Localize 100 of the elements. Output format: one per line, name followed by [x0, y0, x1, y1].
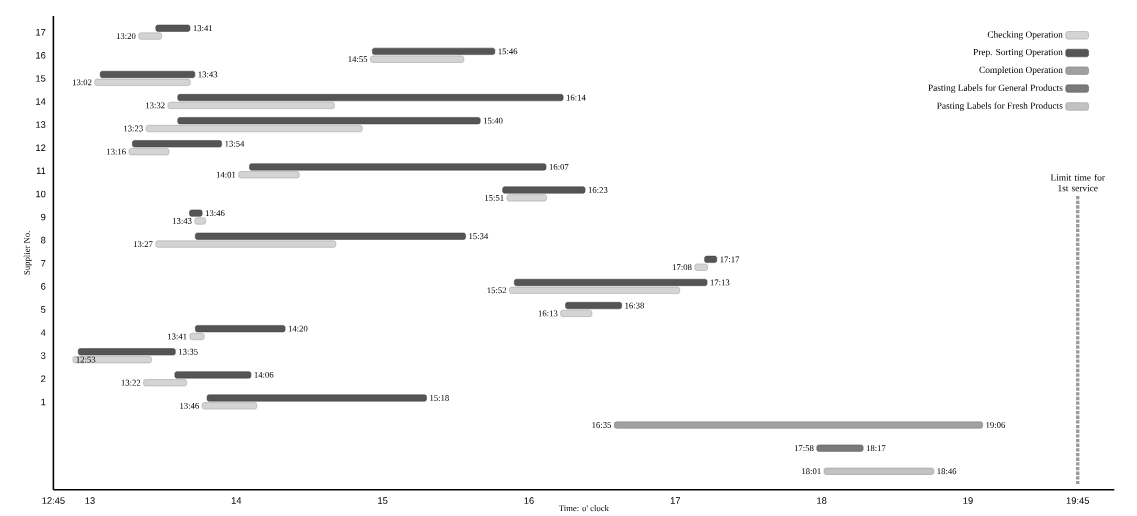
- y-tick-label: 8: [41, 236, 46, 244]
- y-tick-label: 14: [36, 98, 46, 105]
- annotation: 16:23: [588, 186, 608, 193]
- annotation: 17:58: [794, 445, 814, 451]
- annotation: 13:22: [121, 379, 141, 386]
- legend-label: Pasting Labels for Fresh Products: [937, 101, 1063, 111]
- bar: [177, 93, 564, 101]
- bar: [370, 55, 465, 63]
- annotation: 14:06: [254, 371, 274, 378]
- annotation: 13:43: [172, 217, 192, 224]
- annotation: 17:17: [720, 256, 740, 263]
- bar: [155, 24, 191, 32]
- bar: [614, 421, 983, 429]
- x-tick-label: 16: [524, 497, 534, 504]
- y-tick-label: 13: [36, 121, 46, 128]
- x-tick-label: 12:45: [42, 497, 65, 504]
- x-tick-label: 13: [85, 497, 95, 504]
- annotation: 14:20: [288, 325, 308, 332]
- annotation: 13:54: [225, 140, 245, 147]
- annotation: 13:32: [146, 102, 165, 109]
- bar: [128, 147, 170, 155]
- bar: [132, 140, 222, 148]
- bar: [72, 355, 152, 363]
- bar: [155, 240, 337, 248]
- annotation: 15:40: [483, 117, 503, 124]
- y-axis-title: Supplier No.: [23, 231, 32, 275]
- bar: [238, 171, 300, 179]
- annotation: 16:13: [538, 310, 558, 317]
- bar: [167, 101, 335, 109]
- y-tick-label: 1: [41, 398, 46, 405]
- x-tick-label: 17: [670, 497, 681, 504]
- annotation: 13:02: [72, 79, 92, 86]
- bar: [174, 371, 252, 379]
- y-tick-label: 11: [36, 167, 46, 174]
- bar: [816, 444, 864, 452]
- bar: [372, 47, 496, 55]
- annotation: 16:35: [592, 421, 612, 428]
- x-tick-label: 18: [817, 497, 827, 504]
- annotation: 16:07: [549, 163, 569, 170]
- y-tick-label: 12: [36, 144, 46, 151]
- bar: [138, 32, 162, 40]
- y-tick-label: 16: [36, 51, 46, 59]
- annotation: 17:13: [710, 279, 730, 286]
- annotation: 13:27: [133, 240, 153, 247]
- legend-label: Checking Operation: [987, 30, 1063, 40]
- bar: [145, 124, 363, 132]
- y-tick-label: 9: [41, 213, 46, 221]
- bar: [94, 78, 191, 86]
- annotation: 18:17: [866, 445, 886, 451]
- annotation: 15:34: [469, 233, 489, 239]
- bar: [502, 186, 586, 194]
- annotation: 18:01: [802, 468, 821, 474]
- bar: [78, 348, 176, 356]
- bar: [143, 379, 187, 387]
- bar: [201, 402, 258, 410]
- y-tick-label: 2: [41, 375, 46, 382]
- annotation: 14:01: [216, 171, 236, 178]
- x-tick-label: 14: [231, 497, 242, 504]
- bar: [195, 232, 466, 240]
- bar: [206, 394, 427, 402]
- bar: [249, 163, 547, 171]
- y-tick-label: 6: [41, 282, 46, 290]
- annotation: 15:18: [430, 394, 449, 401]
- bar: [560, 309, 593, 317]
- annotation: 13:41: [168, 333, 187, 340]
- annotation: 16:38: [625, 302, 645, 309]
- bar: [514, 278, 708, 286]
- annotation: 13:41: [193, 25, 213, 31]
- y-tick-label: 17: [36, 28, 46, 36]
- x-tick-label: 15: [378, 497, 388, 504]
- annotation: 16:14: [566, 94, 586, 101]
- annotation: 15:46: [498, 48, 518, 55]
- bar: [823, 467, 935, 475]
- y-tick-label: 10: [36, 190, 46, 198]
- annotation: 12:53: [76, 356, 96, 363]
- x-tick-label: 19:45: [1066, 497, 1090, 504]
- bar: [99, 70, 196, 78]
- annotation: 13:23: [124, 125, 143, 132]
- annotation: 15:51: [485, 194, 504, 201]
- annotation: 13:43: [198, 71, 218, 78]
- y-tick-label: 5: [41, 306, 46, 313]
- annotation: 13:35: [179, 348, 198, 355]
- bar: [177, 116, 481, 124]
- annotation: 13:20: [116, 32, 136, 39]
- y-tick-label: 15: [36, 74, 46, 82]
- annotation: 15:52: [487, 287, 507, 294]
- annotation: 19:06: [986, 421, 1006, 428]
- bar: [565, 301, 622, 309]
- legend-label: Completion Operation: [979, 66, 1063, 75]
- annotation: 13:46: [205, 209, 225, 216]
- legend-label: Prep. Sorting Operation: [973, 48, 1063, 57]
- annotation: 18:46: [937, 468, 957, 474]
- annotation: 13:46: [180, 402, 199, 409]
- legend-label: Pasting Labels for General Products: [928, 84, 1063, 93]
- annotation: 17:08: [672, 264, 692, 270]
- annotation: 14:55: [348, 56, 368, 62]
- annotation: 13:16: [107, 148, 126, 155]
- y-tick-label: 7: [41, 259, 46, 267]
- y-tick-label: 4: [40, 329, 46, 336]
- ref-line-label: Limit time for 1st service: [1050, 173, 1105, 192]
